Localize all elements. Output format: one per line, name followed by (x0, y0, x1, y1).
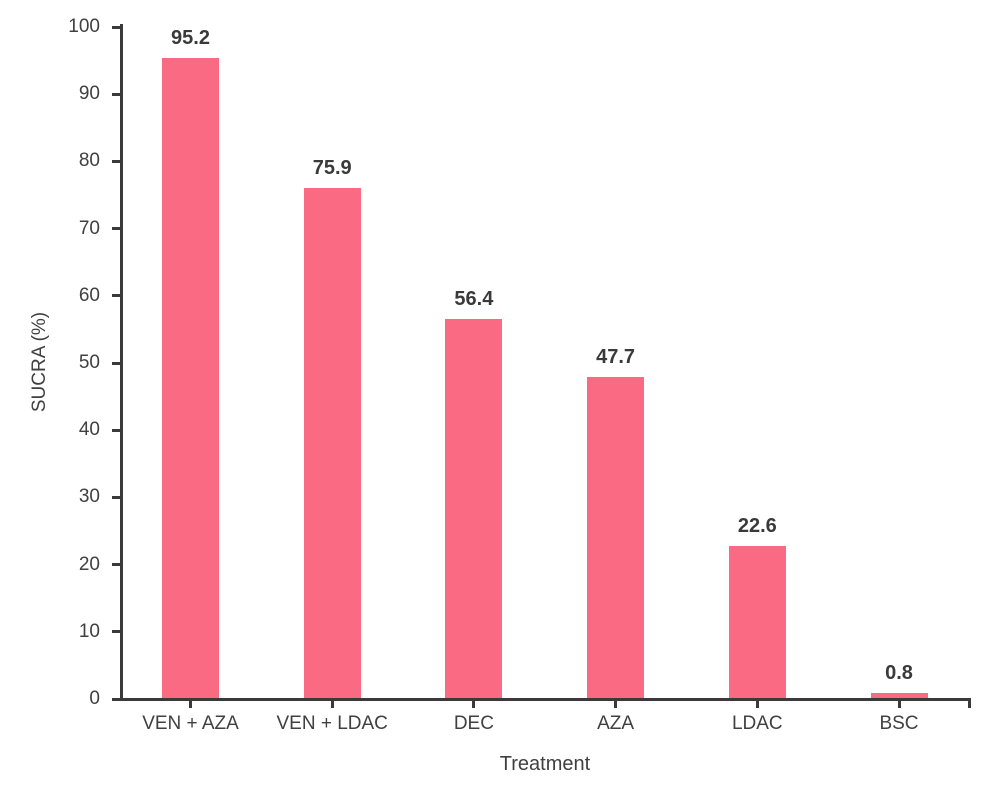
x-axis-category-label: LDAC (731, 713, 783, 734)
y-axis-line (119, 24, 123, 700)
x-axis-tick (897, 699, 901, 708)
bar-value-label: 0.8 (885, 661, 913, 684)
y-axis-tick-label: 90 (78, 83, 100, 105)
bar-value-label: 56.4 (454, 287, 494, 310)
bar-value-label: 47.7 (596, 346, 636, 369)
bar-value-label: 75.9 (312, 156, 352, 179)
bar-aza (587, 377, 645, 698)
bar-dec (445, 318, 503, 698)
y-axis-tick-label: 80 (78, 150, 100, 172)
x-axis-category-label: BSC (879, 713, 919, 734)
y-axis-tick (112, 92, 121, 96)
x-axis-title: Treatment (499, 753, 591, 775)
x-axis-tick (755, 699, 759, 708)
y-axis-tick-label: 50 (78, 352, 100, 373)
x-axis-category-label: VEN + LDAC (276, 713, 388, 734)
y-axis-tick (112, 25, 121, 29)
y-axis-tick-label: 10 (78, 620, 100, 642)
x-axis-tick (472, 699, 476, 708)
bar-ven-ldac (303, 187, 361, 698)
x-axis-category-label: DEC (453, 713, 494, 734)
x-axis-line (119, 697, 971, 701)
x-axis-end-tick (967, 699, 971, 708)
y-axis-tick (112, 495, 121, 499)
y-axis-tick-label: 20 (78, 553, 100, 575)
y-axis-tick (112, 361, 121, 365)
y-axis-tick-label: 100 (68, 16, 100, 37)
bar-ldac (728, 546, 786, 698)
x-axis-tick (614, 699, 618, 708)
y-axis-tick-label: 30 (78, 486, 100, 508)
y-axis-tick (112, 227, 121, 231)
y-axis-tick (112, 630, 121, 634)
y-axis-tick-label: 0 (89, 688, 100, 709)
bar-ven-aza (162, 58, 219, 698)
y-axis-tick (112, 294, 121, 298)
x-axis-category-label: AZA (597, 713, 635, 734)
bar-value-label: 22.6 (737, 515, 777, 538)
y-axis-tick-label: 70 (78, 217, 100, 239)
y-axis-tick-label: 60 (78, 284, 100, 306)
x-axis-tick (330, 699, 334, 708)
y-axis-tick-label: 40 (78, 419, 100, 441)
x-axis-tick (189, 699, 192, 708)
y-axis-tick (112, 563, 121, 567)
x-axis-category-label: VEN + AZA (142, 713, 239, 734)
bar-value-label: 95.2 (171, 27, 210, 50)
y-axis-tick (112, 697, 121, 701)
y-axis-tick (112, 428, 121, 432)
bar-bsc (870, 692, 928, 698)
y-axis-tick (112, 159, 121, 163)
